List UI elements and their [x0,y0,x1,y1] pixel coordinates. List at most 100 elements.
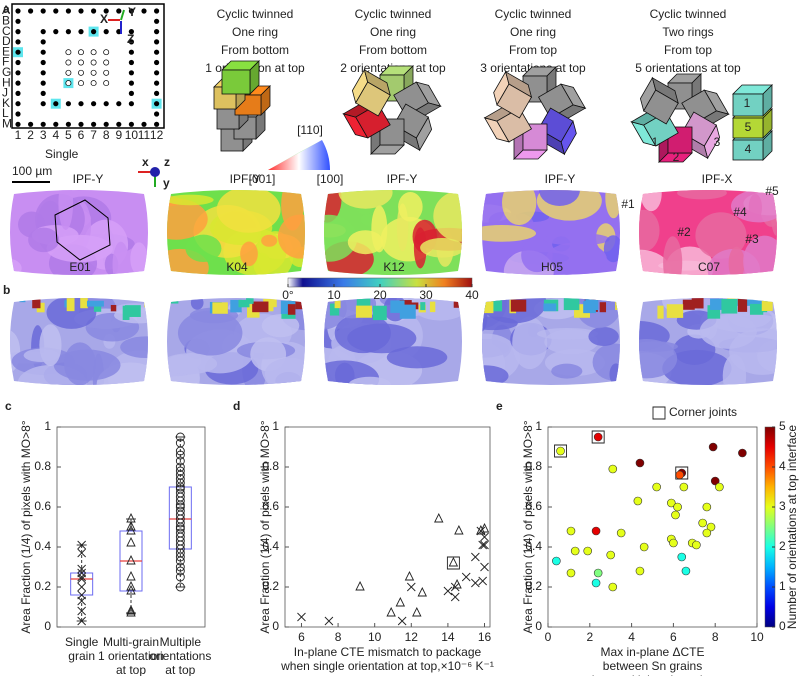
row-label: C [2,24,11,38]
marker-circle [552,556,561,566]
top-grain [252,301,269,313]
joint-dot [78,101,84,107]
grain [482,224,537,242]
joint-dot [154,121,160,127]
top-grain [80,298,88,309]
row-label: L [2,106,9,120]
joint-dot [15,49,21,55]
top-grain [263,298,277,308]
marker-circle [175,446,185,456]
top-grain [355,305,372,318]
joint-dot [116,101,122,107]
joint-dot [154,39,160,45]
grain-label: #3 [745,232,759,246]
axis-label: X [100,12,108,26]
description: 5 orientations at top [635,61,741,75]
prism-front [681,89,717,125]
joint-dot-empty [78,80,84,87]
top-grain [149,300,162,313]
marker-triangle [126,570,136,581]
top-grain [212,302,228,314]
joint-dot-empty [103,80,110,87]
joint-dot [91,121,97,127]
joint-dot-empty [65,49,72,56]
box [168,486,192,550]
description: Cyclic twinned [355,7,432,21]
joint-dot-empty [90,80,97,87]
grain [539,190,580,206]
top-grain [510,299,527,312]
description: One ring [370,25,416,39]
joint-dot-empty [103,49,110,56]
marker-x [77,564,86,574]
joint-dot [103,101,109,107]
marker-circle [175,482,185,492]
description: From bottom [359,43,427,57]
marker-circle [606,550,616,560]
joint-dot [40,8,46,14]
crystal-prism [342,100,391,139]
grain [663,236,683,275]
axis-label: z [164,155,170,169]
colorbar-tick-label: 20 [373,288,387,302]
marker-circle [175,484,185,494]
x-tick-label: 6 [298,630,305,644]
description: One ring [232,25,278,39]
joint-dot [15,18,21,24]
top-grain [32,298,41,309]
marker-circle [710,476,720,486]
marker-circle [671,510,680,520]
marker-circle [175,514,185,524]
marker-triangle [126,606,136,617]
marker-circle [175,432,185,442]
top-grain [124,305,141,317]
plot-frame [56,426,206,628]
prism-front [643,89,679,125]
joint-dot-empty [78,59,84,66]
top-grain [246,298,254,304]
description: Cyclic twinned [650,7,727,21]
x-tick-label: Multiple orientations at top [149,635,212,676]
joint-dot [78,29,84,35]
description: Cyclic twinned [217,7,294,21]
row-label: E [2,44,10,58]
marker-circle [692,540,701,550]
marker-circle [673,502,682,512]
top-grain [710,298,723,310]
column-label: 5 [65,128,72,142]
x-tick-label: 8 [335,630,342,644]
colorbar-tick-label: 40 [465,288,479,302]
y-tick-label: 0.4 [34,539,51,553]
column-label: 7 [90,128,97,142]
marker-circle [593,568,603,578]
joint-dot [40,90,46,96]
marker-circle [175,562,185,572]
marker-triangle [355,580,365,591]
top-grain [264,303,274,312]
marker-circle [175,462,185,472]
x-axis-label: Max in-plane ΔCTE between Sn grains when… [583,645,722,676]
marker-triangle [434,512,444,523]
top-grain [329,303,340,316]
top-grain [171,298,179,304]
ebsd-map [167,298,305,385]
joint-dot [15,29,21,35]
panel-label: e [496,399,503,413]
top-grain [657,305,664,319]
grain [536,327,598,340]
marker-triangle [126,554,136,565]
top-grain [737,298,748,312]
marker-triangle [386,606,396,617]
grain-label: #5 [765,184,779,198]
grain [639,341,678,352]
joint-dot [128,8,134,14]
x-tick-label: 10 [368,630,382,644]
joint-dot [15,59,21,66]
prism-front [496,107,533,143]
marker-triangle [412,606,422,617]
legend-label: Corner joints [669,405,737,419]
joint-dot-empty [78,69,84,76]
top-grain [36,302,45,313]
top-grain [86,300,104,307]
marker-x [77,568,86,578]
